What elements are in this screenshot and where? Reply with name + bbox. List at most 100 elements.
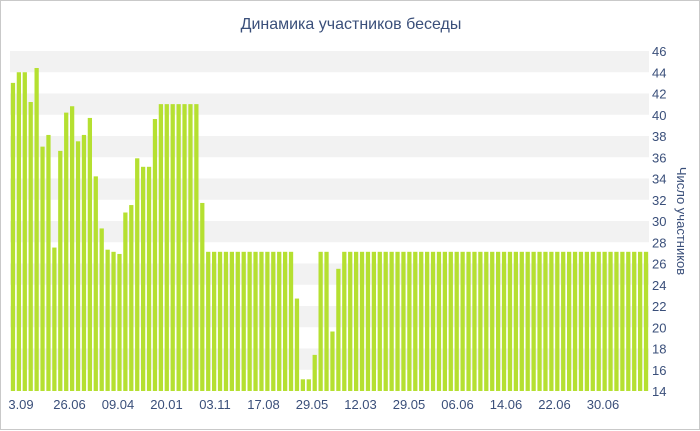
bar [537, 251, 542, 391]
bar [436, 251, 442, 391]
bar [359, 251, 365, 391]
grid-bands [10, 51, 649, 370]
x-tick-label: 29.05 [393, 397, 426, 412]
grid-band [10, 93, 649, 115]
y-tick-label: 34 [652, 172, 666, 187]
bar [75, 141, 81, 391]
bar [34, 68, 39, 391]
bar [472, 251, 477, 391]
bar [377, 251, 382, 391]
bar [259, 251, 264, 391]
y-tick-label: 26 [652, 257, 666, 272]
bar [70, 106, 75, 391]
bar [413, 251, 418, 391]
bar [531, 251, 536, 391]
bar [93, 176, 98, 391]
bar [64, 112, 69, 392]
bar [188, 104, 193, 392]
bar [28, 102, 33, 391]
bar [306, 379, 311, 391]
x-tick-label: 12.03 [344, 397, 377, 412]
bar [596, 251, 601, 391]
bar [318, 251, 323, 391]
y-axis-label: Число участников [674, 167, 689, 275]
x-tick-label: 22.06 [538, 397, 571, 412]
y-tick-label: 38 [652, 129, 666, 144]
bar [525, 251, 530, 391]
y-tick-label: 20 [652, 320, 666, 335]
y-tick-label: 44 [652, 65, 666, 80]
bar [513, 251, 519, 391]
grid-band [10, 263, 649, 285]
bar [87, 117, 93, 391]
bar [206, 251, 211, 391]
bar [129, 205, 134, 391]
grid-band [10, 51, 649, 73]
bar [182, 104, 187, 392]
bar [632, 251, 637, 391]
bar [543, 251, 548, 391]
x-tick-label: 20.01 [150, 397, 183, 412]
y-tick-label: 36 [652, 150, 666, 165]
bar [407, 251, 412, 391]
bar [336, 268, 341, 391]
bar [247, 251, 252, 391]
x-tick-label: 30.06 [587, 397, 620, 412]
bar [235, 251, 240, 391]
bar [324, 251, 329, 391]
y-tick-label: 18 [652, 342, 666, 357]
bar [217, 251, 223, 391]
bar [430, 251, 436, 391]
bar [52, 247, 57, 391]
bar [549, 251, 554, 391]
bar [152, 119, 158, 391]
bar [590, 251, 595, 391]
bar [283, 251, 288, 391]
bar [561, 251, 566, 391]
bar [389, 251, 394, 391]
grid-band [10, 178, 649, 200]
bar-series [10, 68, 649, 392]
bar [602, 251, 607, 391]
bar [484, 251, 489, 391]
bar [466, 251, 471, 391]
bar [608, 251, 613, 391]
bar [555, 251, 560, 391]
bar [58, 150, 63, 391]
bar [212, 251, 217, 391]
bar [10, 82, 16, 392]
bar [572, 251, 578, 391]
x-axis-ticks: 3.09 26.06 09.04 20.01 03.11 17.08 29.05 12.03 2… [8, 397, 619, 412]
bar [383, 251, 388, 391]
bar [643, 251, 649, 391]
x-tick-label: 09.04 [102, 397, 135, 412]
bar [99, 228, 104, 391]
x-tick-label: 06.06 [441, 397, 474, 412]
bar [141, 166, 146, 391]
bar [371, 251, 377, 391]
bar [614, 251, 619, 391]
bar [496, 251, 501, 391]
bar [164, 104, 169, 392]
bar [111, 251, 116, 391]
bar [584, 251, 590, 391]
bar [300, 379, 306, 391]
bar [395, 251, 400, 391]
bar [626, 251, 631, 391]
bar [105, 249, 110, 391]
y-tick-label: 24 [652, 278, 666, 293]
bar [490, 251, 495, 391]
bar [460, 251, 465, 391]
grid-band [10, 348, 649, 370]
bar [135, 158, 140, 391]
y-tick-label: 40 [652, 108, 666, 123]
grid-band [10, 306, 649, 328]
bar [578, 251, 584, 391]
bar [638, 251, 643, 391]
bar [194, 104, 199, 392]
bar [229, 251, 235, 391]
bar [519, 251, 524, 391]
bar [567, 251, 572, 391]
